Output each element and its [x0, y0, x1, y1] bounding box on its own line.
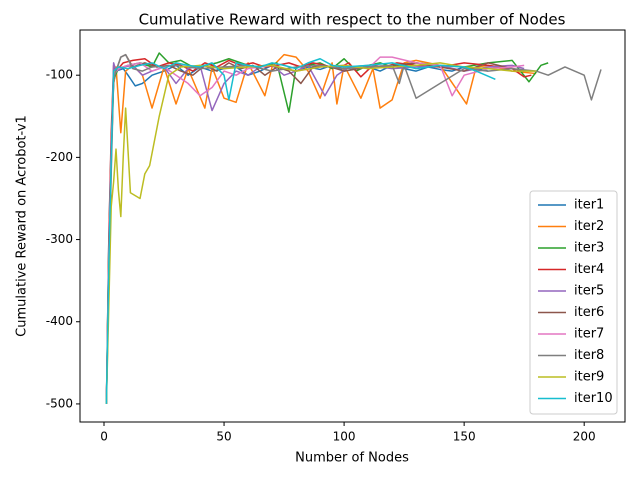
legend-label: iter7	[574, 327, 604, 342]
legend-label: iter3	[574, 241, 604, 256]
x-tick-label: 100	[333, 430, 356, 444]
x-tick-label: 0	[100, 430, 108, 444]
x-tick-label: 150	[453, 430, 476, 444]
data-line	[105, 58, 496, 404]
data-line	[105, 64, 489, 404]
plot-frame	[79, 29, 626, 423]
y-tick-label: -200	[46, 150, 73, 164]
chart-title: Cumulative Reward with respect to the nu…	[139, 11, 566, 29]
legend-label: iter4	[574, 262, 604, 277]
data-line	[105, 62, 537, 404]
legend-label: iter8	[574, 348, 604, 363]
legend-label: iter10	[574, 391, 613, 406]
y-tick-label: -100	[46, 68, 73, 82]
y-tick-label: -400	[46, 314, 73, 328]
x-axis-label: Number of Nodes	[295, 451, 409, 466]
data-line	[105, 53, 602, 404]
y-tick-label: -300	[46, 232, 73, 246]
legend-box	[529, 190, 618, 415]
legend-label: iter2	[574, 219, 604, 234]
legend-label: iter5	[574, 284, 604, 299]
x-tick-label: 50	[216, 430, 231, 444]
legend-label: iter9	[574, 370, 604, 385]
y-axis-label: Cumulative Reward on Acrobot-v1	[15, 115, 30, 337]
legend-label: iter6	[574, 305, 604, 320]
legend: iter1 iter2 iter3 iter4 iter5 iter6 iter7 iter8…	[529, 190, 618, 415]
x-tick-label: 200	[573, 430, 596, 444]
y-tick-label: -500	[46, 396, 73, 410]
legend-label: iter1	[574, 198, 604, 213]
